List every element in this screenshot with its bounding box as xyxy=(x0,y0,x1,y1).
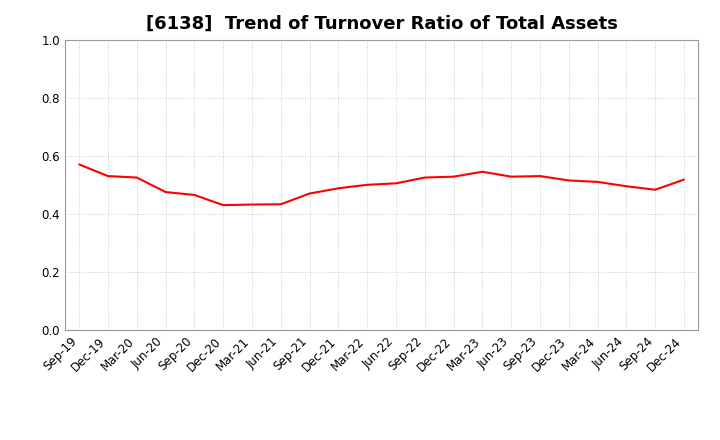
Title: [6138]  Trend of Turnover Ratio of Total Assets: [6138] Trend of Turnover Ratio of Total … xyxy=(145,15,618,33)
